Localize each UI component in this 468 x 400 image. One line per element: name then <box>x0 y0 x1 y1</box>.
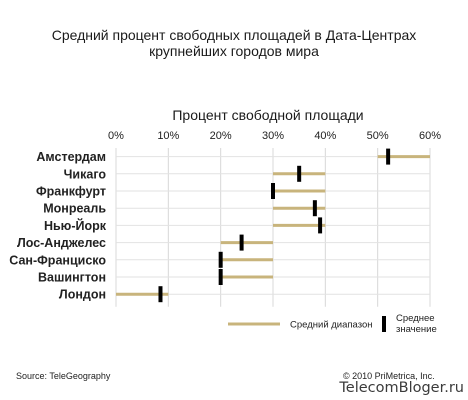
x-tick-label: 50% <box>367 130 389 142</box>
category-label: Лондон <box>59 288 106 302</box>
average-marker <box>218 269 223 285</box>
average-marker <box>312 200 317 217</box>
average-marker <box>297 165 302 182</box>
chart-title-line-1: Средний процент свободных площадей в Дат… <box>51 27 417 43</box>
category-label: Чикаго <box>64 167 107 181</box>
category-label: Франкфурт <box>36 185 106 199</box>
x-tick-label: 30% <box>262 130 284 142</box>
category-label: Амстердам <box>36 150 106 164</box>
category-label: Вашингтон <box>38 271 106 285</box>
legend-average-label: Среднее значение <box>396 313 437 335</box>
x-tick-label: 40% <box>314 130 336 142</box>
average-marker <box>158 286 163 303</box>
watermark: TelecomBloger.ru <box>339 380 464 396</box>
x-tick-label: 0% <box>108 130 124 142</box>
x-tick-label: 60% <box>419 130 441 142</box>
average-marker <box>318 217 323 234</box>
category-label: Лос-Анджелес <box>17 236 106 250</box>
x-tick-label: 10% <box>157 130 179 142</box>
category-label: Сан-Франциско <box>9 253 106 267</box>
average-marker <box>271 183 275 199</box>
chart-title-line-2: крупнейших городов мира <box>149 43 319 59</box>
average-marker <box>386 148 391 165</box>
category-label: Монреаль <box>43 202 106 216</box>
x-tick-label: 20% <box>210 130 232 142</box>
source-note: Source: TeleGeography <box>16 371 111 381</box>
x-axis-title: Процент свободной площади <box>172 107 364 123</box>
chart-title: Средний процент свободных площадей в Дат… <box>0 27 468 59</box>
legend-range-label: Средний диапазон <box>290 320 373 331</box>
category-label: Нью-Йорк <box>44 218 107 233</box>
average-marker <box>218 251 223 268</box>
average-marker <box>239 234 244 251</box>
copyright-note: © 2010 PriMetrica, Inc. <box>343 371 435 381</box>
legend-average-swatch <box>382 316 386 332</box>
